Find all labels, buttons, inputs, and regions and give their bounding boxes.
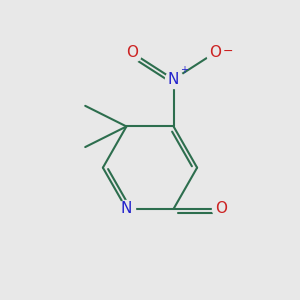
Text: O: O (126, 45, 138, 60)
Text: O: O (209, 45, 221, 60)
Text: −: − (223, 45, 233, 58)
Text: +: + (180, 64, 188, 75)
Text: N: N (121, 201, 132, 216)
Text: O: O (215, 201, 227, 216)
Text: N: N (168, 72, 179, 87)
